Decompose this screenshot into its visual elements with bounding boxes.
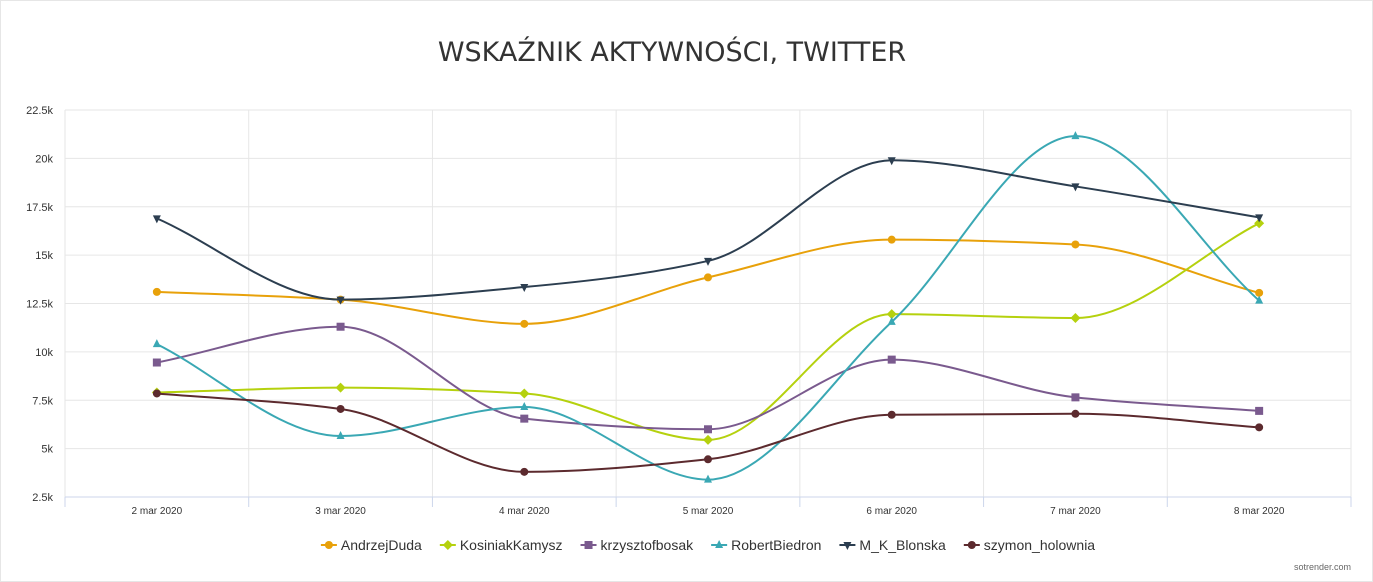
data-point[interactable] <box>336 431 345 440</box>
y-tick-label: 15k <box>35 250 53 262</box>
data-point[interactable] <box>1255 295 1264 304</box>
y-tick-label: 10k <box>35 347 53 359</box>
series-M_K_Blonska <box>152 157 1264 305</box>
legend-item-RobertBiedron[interactable]: RobertBiedron <box>711 537 821 553</box>
data-point[interactable] <box>703 434 713 445</box>
legend-item-KosiniakKamysz[interactable]: KosiniakKamysz <box>439 537 563 553</box>
y-tick-label: 2.5k <box>32 492 53 504</box>
legend-marker-icon <box>584 541 593 549</box>
data-point[interactable] <box>336 404 345 413</box>
series-RobertBiedron <box>152 131 1264 483</box>
data-point[interactable] <box>887 157 896 166</box>
data-point[interactable] <box>704 257 712 266</box>
legend-item-AndrzejDuda[interactable]: AndrzejDuda <box>320 537 422 553</box>
legend-item-krzysztofbosak[interactable]: krzysztofbosak <box>580 537 695 553</box>
legend-label: RobertBiedron <box>731 537 821 553</box>
x-tick-label: 8 mar 2020 <box>1234 506 1285 517</box>
data-point[interactable] <box>519 388 530 399</box>
data-point[interactable] <box>152 215 161 224</box>
chart-title: WSKAŹNIK AKTYWNOŚCI, TWITTER <box>438 36 906 68</box>
x-axis: 2 mar 2020 3 mar 2020 4 mar 2020 5 mar 2020… <box>64 496 1352 517</box>
y-tick-label: 17.5k <box>26 202 53 214</box>
x-tick-label: 7 mar 2020 <box>1050 506 1101 517</box>
data-point[interactable] <box>1255 406 1264 415</box>
data-point[interactable] <box>336 296 345 305</box>
series-layer <box>151 131 1265 483</box>
data-point[interactable] <box>1071 409 1080 418</box>
series-AndrzejDuda <box>152 235 1264 328</box>
data-point[interactable] <box>704 425 712 434</box>
data-point[interactable] <box>887 235 896 244</box>
data-point[interactable] <box>704 455 712 464</box>
legend-marker-icon <box>715 540 724 548</box>
data-point[interactable] <box>1255 214 1264 223</box>
data-point[interactable] <box>520 284 529 293</box>
x-tick-label: 5 mar 2020 <box>683 506 734 517</box>
data-point[interactable] <box>1071 240 1080 249</box>
data-point[interactable] <box>886 309 897 320</box>
x-tick-label: 2 mar 2020 <box>132 506 183 517</box>
data-point[interactable] <box>520 319 529 328</box>
legend-marker-icon <box>324 541 333 549</box>
x-tick-label: 6 mar 2020 <box>866 506 917 517</box>
credit-text: sotrender.com <box>1294 562 1351 572</box>
data-point[interactable] <box>152 339 161 348</box>
data-point[interactable] <box>520 414 529 423</box>
data-point[interactable] <box>1071 393 1080 402</box>
data-point[interactable] <box>887 355 896 364</box>
legend-marker-icon <box>442 540 453 550</box>
data-point[interactable] <box>336 322 345 331</box>
legend[interactable]: AndrzejDuda KosiniakKamysz krzysztofbosak R… <box>320 537 1095 553</box>
y-tick-label: 5k <box>41 444 53 456</box>
legend-label: KosiniakKamysz <box>460 537 563 553</box>
data-point[interactable] <box>1254 218 1265 229</box>
data-point[interactable] <box>520 402 529 411</box>
data-point[interactable] <box>1070 313 1081 324</box>
data-point[interactable] <box>520 467 529 476</box>
data-point[interactable] <box>1071 131 1080 140</box>
y-tick-label: 20k <box>35 153 53 165</box>
legend-item-M_K_Blonska[interactable]: M_K_Blonska <box>839 537 946 553</box>
data-point[interactable] <box>887 410 896 419</box>
data-point[interactable] <box>704 273 712 282</box>
data-point[interactable] <box>1071 183 1080 192</box>
data-point[interactable] <box>887 316 896 325</box>
legend-label: szymon_holownia <box>984 537 1095 553</box>
legend-marker-icon <box>843 542 852 550</box>
x-tick-label: 3 mar 2020 <box>315 506 366 517</box>
data-point[interactable] <box>335 382 346 393</box>
series-krzysztofbosak <box>152 322 1264 434</box>
data-point[interactable] <box>152 358 161 367</box>
legend-label: M_K_Blonska <box>859 537 946 553</box>
series-line[interactable] <box>156 238 1260 325</box>
y-tick-label: 7.5k <box>32 395 53 407</box>
data-point[interactable] <box>704 474 712 483</box>
y-axis: 2.5k 5k 7.5k 10k 12.5k 15k 17.5k 20k 22.5k <box>26 105 53 504</box>
legend-marker-icon <box>967 541 976 549</box>
x-tick-label: 4 mar 2020 <box>499 506 550 517</box>
data-point[interactable] <box>1255 288 1264 297</box>
y-tick-label: 12.5k <box>26 299 53 311</box>
data-point[interactable] <box>152 389 161 398</box>
legend-item-szymon_holownia[interactable]: szymon_holownia <box>963 537 1095 553</box>
data-point[interactable] <box>152 287 161 296</box>
legend-label: AndrzejDuda <box>341 537 422 553</box>
series-KosiniakKamysz <box>151 218 1265 445</box>
y-tick-label: 22.5k <box>26 105 53 117</box>
series-szymon_holownia <box>152 389 1264 476</box>
legend-label: krzysztofbosak <box>601 537 695 553</box>
data-point[interactable] <box>1255 423 1264 432</box>
